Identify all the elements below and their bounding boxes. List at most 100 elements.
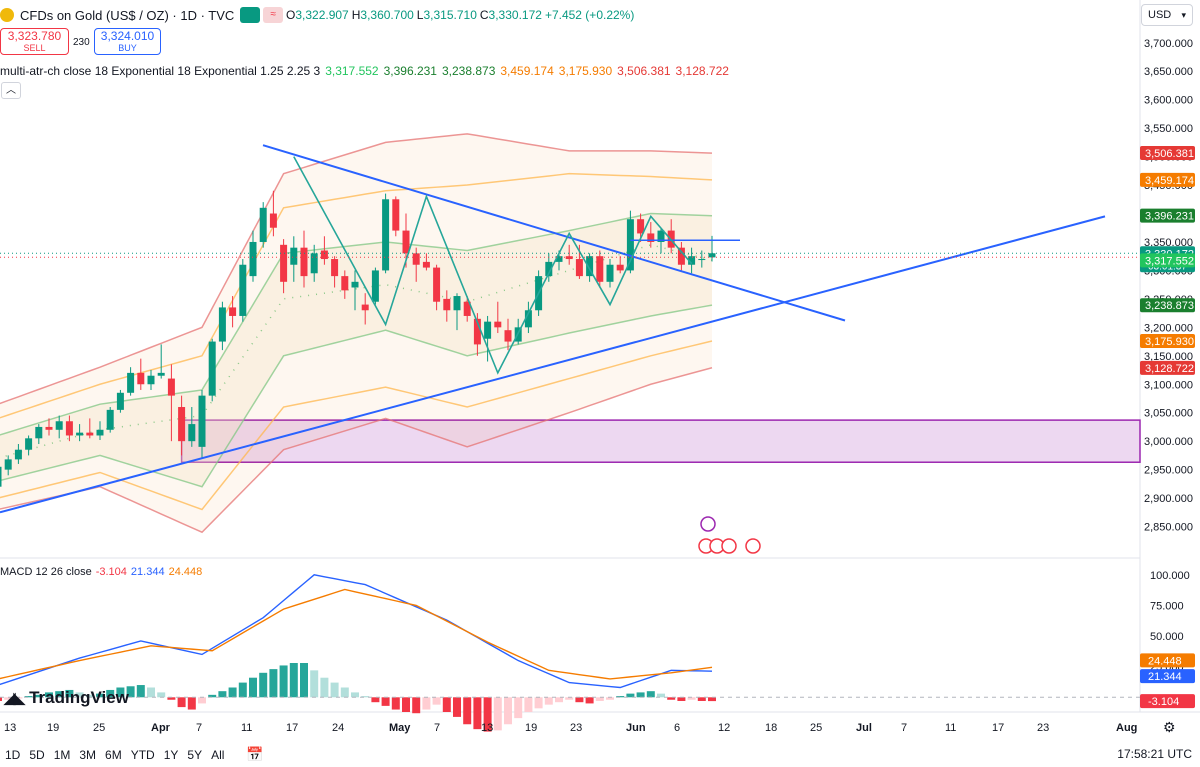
- macd-histogram-bar: [463, 697, 472, 725]
- candle-body: [331, 259, 339, 277]
- time-tick-label: May: [389, 722, 411, 734]
- macd-histogram-bar: [677, 697, 686, 701]
- macd-histogram-bar: [697, 697, 706, 701]
- candle-body: [249, 241, 257, 277]
- macd-histogram-bar: [565, 697, 574, 700]
- macd-histogram-bar: [187, 697, 196, 710]
- candle-body: [382, 199, 390, 271]
- macd-value-text: 21.344: [1148, 671, 1182, 683]
- range-button-1y[interactable]: 1Y: [163, 747, 179, 762]
- macd-histogram-bar: [228, 687, 237, 698]
- time-tick-label: 24: [332, 722, 344, 734]
- range-button-5y[interactable]: 5Y: [187, 747, 203, 762]
- tradingview-logo[interactable]: ◢◣ TradingView: [4, 688, 129, 708]
- waves-icon[interactable]: ≈: [263, 7, 284, 23]
- candle-body: [402, 230, 410, 254]
- macd-name: MACD 12 26 close: [0, 566, 92, 578]
- macd-histogram-bar: [177, 697, 186, 708]
- range-button-3m[interactable]: 3M: [79, 747, 97, 762]
- candle-body: [586, 256, 594, 277]
- macd-histogram-bar: [218, 691, 227, 698]
- us-flag-event-icon: [721, 538, 737, 554]
- range-button-5d[interactable]: 5D: [29, 747, 45, 762]
- candle-body: [290, 247, 298, 265]
- macd-histogram-bar: [136, 685, 145, 698]
- macd-histogram-bar: [585, 697, 594, 704]
- macd-histogram-bar: [555, 697, 563, 703]
- macd-histogram-bar: [534, 697, 543, 709]
- market-badges: ≈: [240, 7, 284, 23]
- candle-body: [412, 253, 420, 265]
- time-tick-label: 17: [992, 722, 1004, 734]
- atr-lower-3-line: [0, 367, 713, 534]
- chevron-down-icon: ▾: [1181, 10, 1186, 20]
- buy-button[interactable]: 3,324.010 BUY: [94, 28, 161, 55]
- time-tick-label: 7: [434, 722, 440, 734]
- sell-price: 3,323.780: [7, 29, 62, 43]
- ascending-trendline: [0, 215, 1106, 514]
- macd-histogram-bar: [238, 682, 247, 698]
- candle-body: [178, 407, 186, 442]
- macd-histogram-bar: [45, 692, 53, 698]
- price-label-text: 3,238.873: [1145, 300, 1194, 312]
- time-tick-label: 13: [481, 722, 493, 734]
- macd-histogram-bar: [402, 697, 410, 712]
- candle-body: [188, 424, 196, 442]
- range-button-ytd[interactable]: YTD: [130, 747, 155, 762]
- legend-value: 3,459.174: [500, 64, 554, 78]
- time-tick-label: 25: [810, 722, 822, 734]
- range-button-1m[interactable]: 1M: [53, 747, 71, 762]
- price-label-badge: [1140, 334, 1195, 349]
- candle-body: [433, 267, 441, 302]
- time-tick-label: 7: [901, 722, 907, 734]
- macd-histogram-bar: [504, 697, 512, 725]
- candle-body: [443, 298, 451, 311]
- chevron-up-icon[interactable]: ︿: [1, 82, 21, 99]
- utc-clock[interactable]: 17:58:21 UTC: [1117, 747, 1192, 761]
- atr-upper-3-line: [0, 133, 713, 405]
- candle-body: [14, 449, 22, 460]
- macd-histogram-bar: [606, 697, 614, 700]
- price-tick-label: 3,550.000: [1144, 123, 1193, 135]
- macd-histogram-bar: [249, 677, 257, 698]
- market-open-icon[interactable]: [240, 7, 261, 23]
- calendar-icon[interactable]: 📅: [246, 746, 264, 762]
- settings-gear-icon[interactable]: ⚙: [1163, 719, 1176, 735]
- atr-upper-2-line: [0, 172, 713, 419]
- time-tick-label: Apr: [151, 722, 171, 734]
- candle-body: [4, 459, 12, 470]
- time-tick-label: Aug: [1116, 722, 1137, 734]
- price-tick-label: 3,700.000: [1144, 38, 1193, 50]
- candle-body: [259, 207, 267, 242]
- range-button-6m[interactable]: 6M: [105, 747, 122, 762]
- macd-histogram-bar: [0, 697, 2, 701]
- macd-tick-label: 100.000: [1150, 570, 1190, 582]
- time-tick-label: Jun: [626, 722, 646, 734]
- candle-body: [76, 432, 84, 436]
- price-tick-label: 2,950.000: [1144, 465, 1193, 477]
- macd-histogram-bar: [310, 670, 319, 698]
- atr-band-outer: [0, 133, 712, 533]
- price-label-text: 3,396.231: [1145, 211, 1194, 223]
- price-label-badge: [1140, 145, 1195, 160]
- candle-body: [473, 318, 481, 345]
- candle-body: [371, 270, 379, 302]
- legend-value: 3,317.552: [325, 64, 379, 78]
- candle-body: [65, 421, 73, 436]
- price-tick-label: 3,350.000: [1144, 237, 1193, 249]
- macd-histogram-bar: [391, 697, 400, 710]
- symbol-title[interactable]: CFDs on Gold (US$ / OZ) · 1D · TVC: [20, 7, 235, 23]
- time-tick-label: 13: [4, 722, 16, 734]
- earnings-event-icon: [700, 516, 716, 532]
- range-button-all[interactable]: All: [211, 747, 225, 762]
- candle-body: [422, 261, 430, 268]
- time-tick-label: 12: [718, 722, 730, 734]
- currency-selector[interactable]: USD ▾: [1141, 4, 1193, 26]
- sell-button[interactable]: 3,323.780 SELL: [0, 28, 69, 55]
- candle-body: [147, 375, 155, 385]
- macd-legend[interactable]: MACD 12 26 close -3.104 21.344 24.448: [0, 566, 202, 578]
- indicator-legend[interactable]: multi-atr-ch close 18 Exponential 18 Exp…: [0, 64, 729, 78]
- macd-histogram-bar: [636, 692, 645, 698]
- range-button-1d[interactable]: 1D: [5, 747, 21, 762]
